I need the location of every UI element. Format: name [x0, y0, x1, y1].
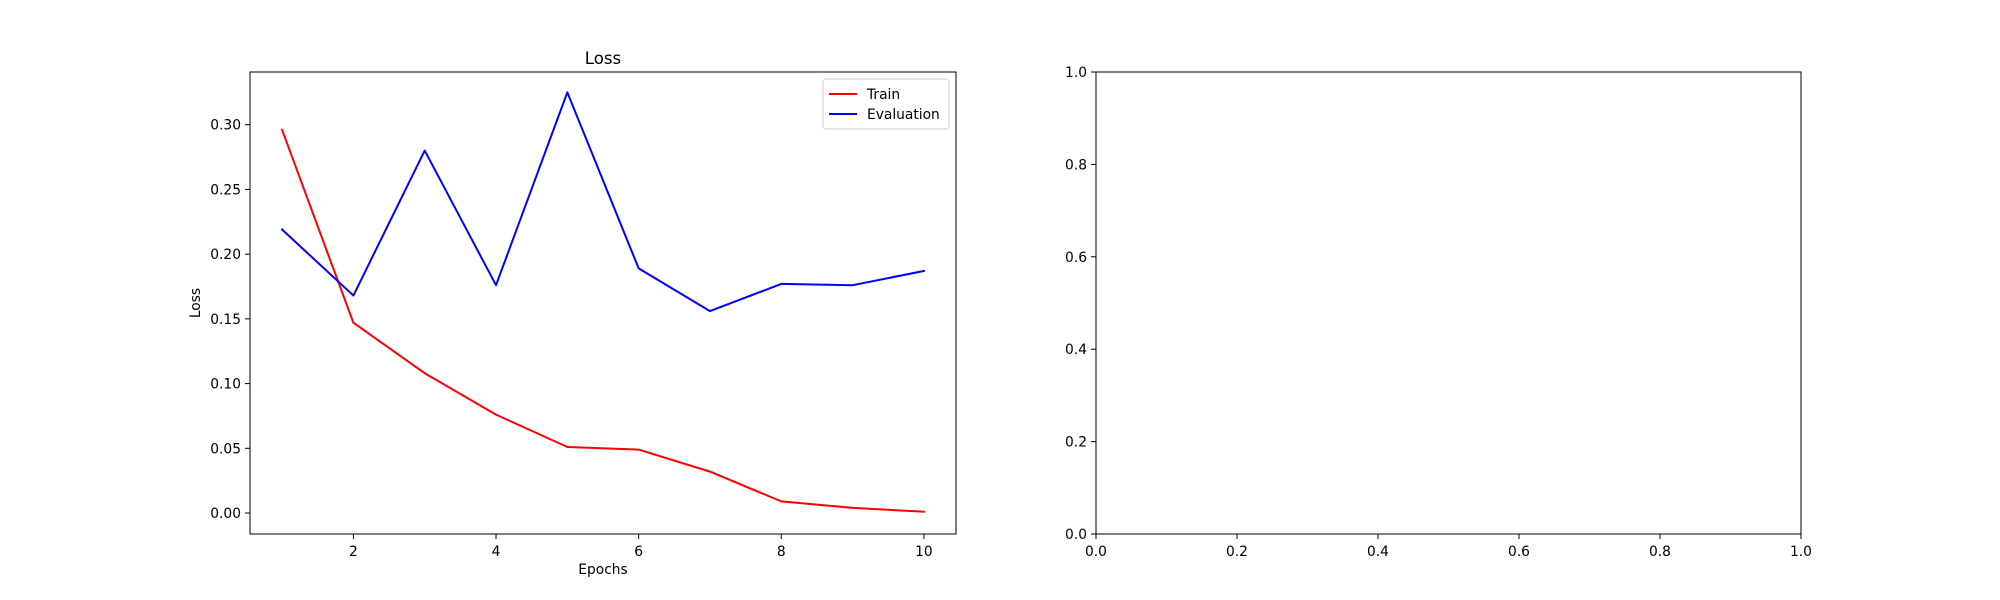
- y-tick-label: 0.2: [1065, 435, 1087, 451]
- y-tick-label: 0.10: [210, 377, 241, 393]
- y-axis-label: Loss: [188, 288, 204, 318]
- x-tick-label: 4: [492, 544, 501, 560]
- x-tick-label: 10: [915, 544, 933, 560]
- legend-label-train: Train: [866, 87, 900, 103]
- legend-label-evaluation: Evaluation: [867, 107, 940, 123]
- y-tick-label: 0.00: [210, 506, 241, 522]
- x-tick-label: 8: [777, 544, 786, 560]
- plot-frame: [1095, 71, 1802, 535]
- legend-box: [822, 78, 950, 130]
- y-tick-label: 0.6: [1065, 250, 1087, 266]
- x-tick-label: 0.8: [1649, 544, 1671, 560]
- y-tick-label: 0.0: [1065, 527, 1087, 543]
- y-tick-label: 0.05: [210, 441, 241, 457]
- x-tick-label: 0.0: [1085, 544, 1107, 560]
- x-tick-label: 1.0: [1790, 544, 1812, 560]
- plot-frame: [249, 71, 957, 535]
- chart-title: Loss: [585, 49, 621, 68]
- series-line-train: [280, 128, 925, 513]
- y-tick-label: 0.15: [210, 312, 241, 328]
- y-tick-label: 0.20: [210, 247, 241, 263]
- y-tick-label: 1.0: [1065, 65, 1087, 81]
- x-tick-label: 2: [349, 544, 358, 560]
- x-tick-label: 0.2: [1226, 544, 1248, 560]
- series-line-evaluation: [280, 91, 926, 313]
- legend: Train Evaluation: [822, 78, 950, 130]
- x-tick-label: 0.4: [1367, 544, 1389, 560]
- y-tick-label: 0.25: [210, 182, 241, 198]
- loss-chart: 2 4 6 8 10 0.00 0.05 0.10 0.15 0.20 0.25 0.30 Loss Ep…: [188, 49, 957, 578]
- empty-chart: 0.0 0.2 0.4 0.6 0.8 1.0 0.0 0.2 0.4 0.6 0.8 1.0: [1065, 65, 1812, 560]
- y-tick-label: 0.4: [1065, 342, 1087, 358]
- x-tick-label: 0.6: [1508, 544, 1530, 560]
- y-tick-label: 0.8: [1065, 157, 1087, 173]
- x-axis-label: Epochs: [578, 562, 627, 578]
- x-tick-label: 6: [634, 544, 643, 560]
- y-tick-label: 0.30: [210, 118, 241, 134]
